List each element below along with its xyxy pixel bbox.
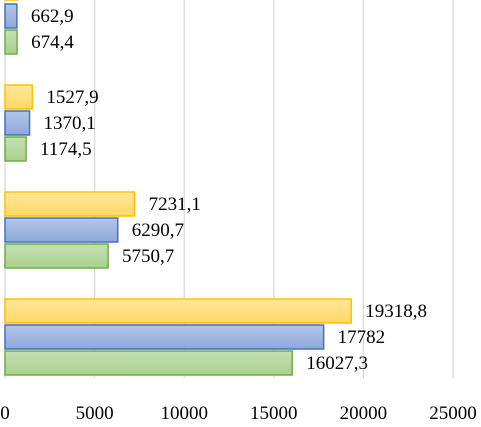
data-label: 1370,1 xyxy=(44,113,96,134)
data-label: 16027,3 xyxy=(306,353,368,374)
bar xyxy=(4,110,31,136)
x-tick-label: 25000 xyxy=(429,403,477,424)
bar xyxy=(4,84,34,110)
data-label: 6290,7 xyxy=(132,220,184,241)
x-tick-label: 15000 xyxy=(250,403,298,424)
x-axis-ticks: 0 5000 10000 15000 20000 25000 xyxy=(0,403,477,424)
bar xyxy=(4,3,18,29)
bar xyxy=(4,324,325,350)
bar xyxy=(4,350,293,376)
x-tick-label: 5000 xyxy=(76,403,114,424)
x-tick-label: 20000 xyxy=(340,403,388,424)
bar xyxy=(4,217,119,243)
bar xyxy=(4,29,18,55)
data-label: 19318,8 xyxy=(365,301,427,322)
data-label: 1527,9 xyxy=(46,87,98,108)
bar xyxy=(4,298,352,324)
data-label: 7231,1 xyxy=(149,194,201,215)
x-tick-label: 0 xyxy=(0,403,10,424)
data-label: 662,9 xyxy=(31,6,74,27)
bars xyxy=(4,0,352,376)
data-label: 674,4 xyxy=(31,32,74,53)
bar xyxy=(4,243,109,269)
x-tick-label: 10000 xyxy=(160,403,208,424)
bar xyxy=(4,136,27,162)
data-label: 5750,7 xyxy=(122,246,174,267)
data-label: 1174,5 xyxy=(40,139,92,160)
value-labels: 674,4 662,9 1174,5 1370,1 1527,9 5750,7 6290,7… xyxy=(31,6,427,374)
bar xyxy=(4,191,136,217)
data-label: 17782 xyxy=(338,327,386,348)
